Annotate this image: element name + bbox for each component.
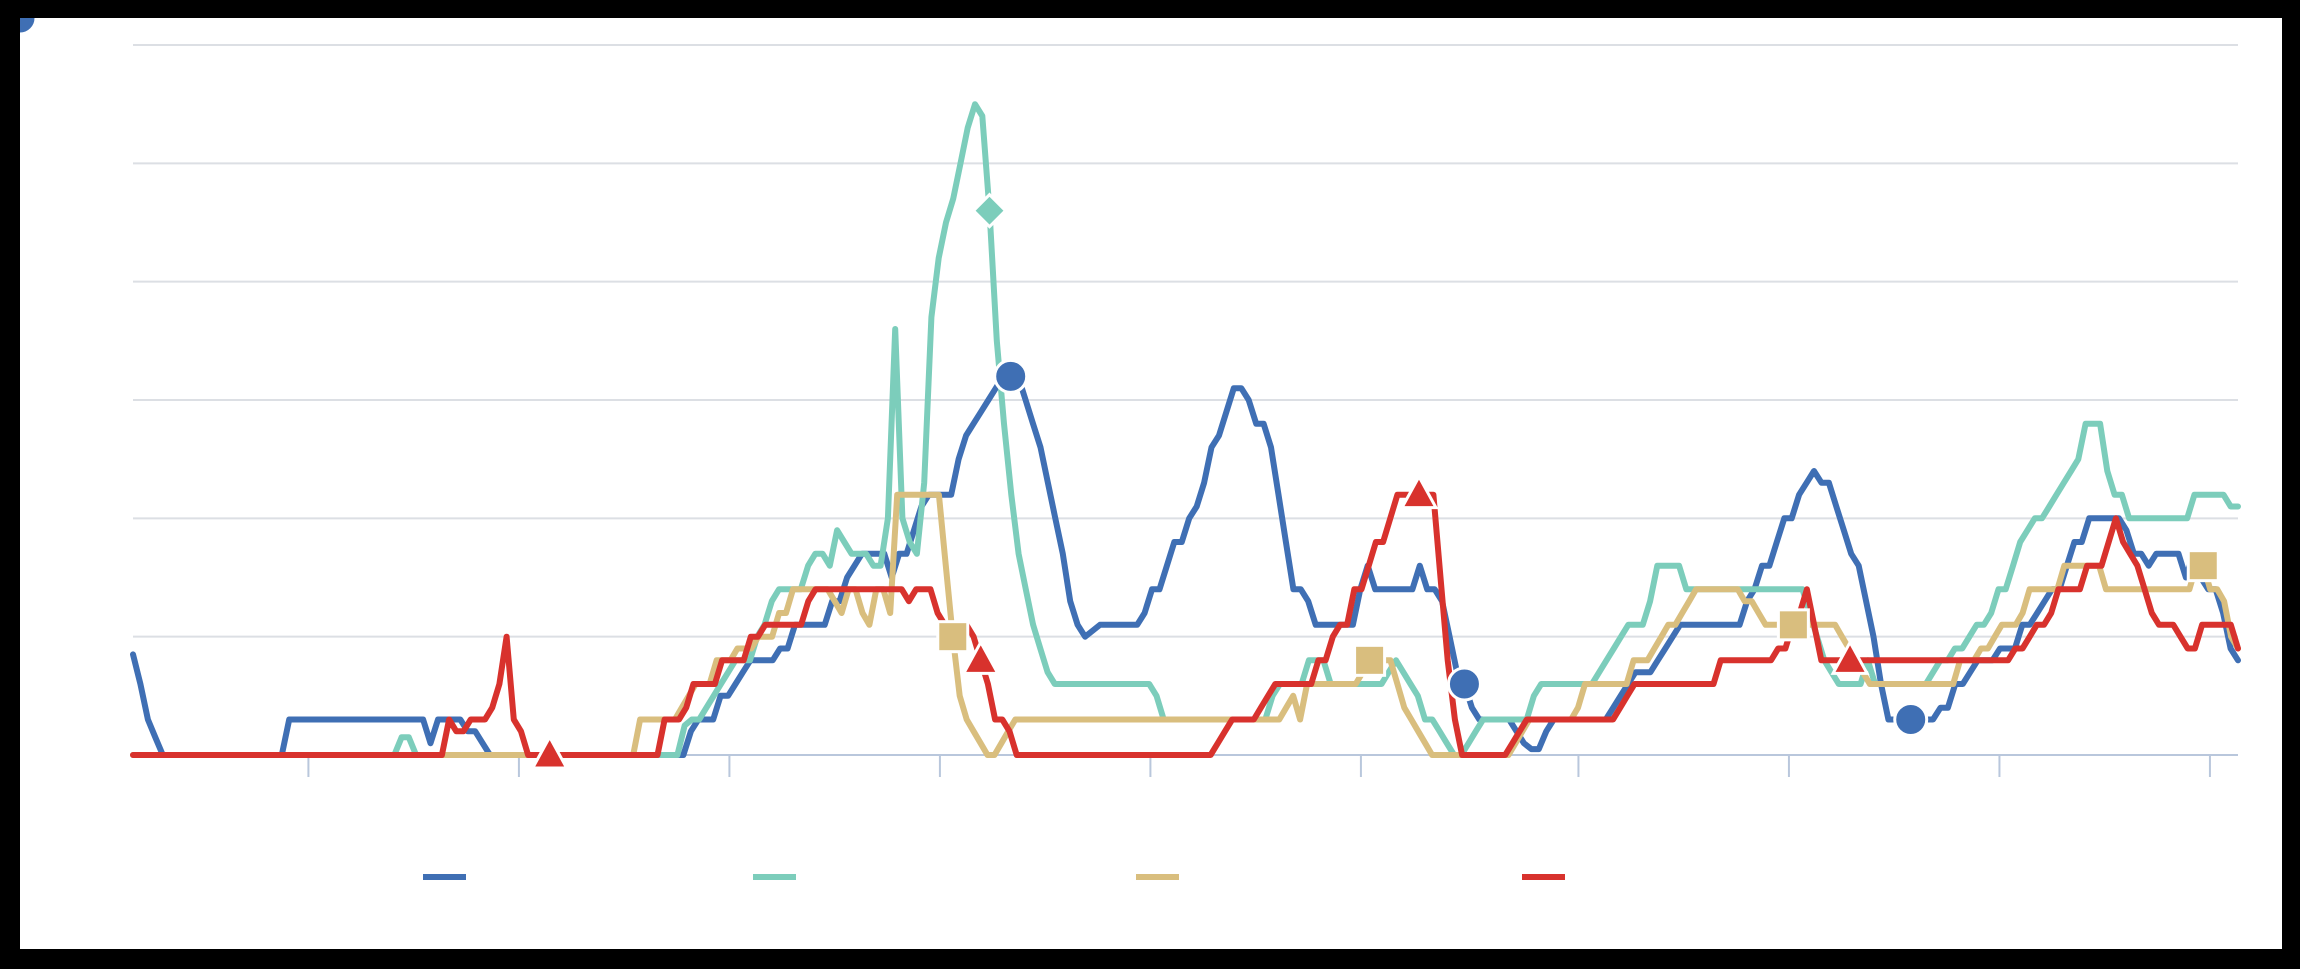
series-3-line (130, 491, 2241, 758)
series-2-marker-3 (2186, 549, 2220, 583)
series-0-line (130, 373, 2241, 758)
series-2-line (130, 491, 2241, 758)
chart-frame (20, 18, 2282, 949)
series-0-marker-3 (20, 18, 38, 36)
series-0-marker-2 (1893, 702, 1929, 737)
series-markers (20, 18, 2220, 770)
series-2-marker-1 (1353, 643, 1387, 677)
series-3-marker-2 (1399, 473, 1439, 510)
series-1-marker-0 (971, 192, 1008, 229)
series-lines (130, 101, 2241, 758)
gridlines (133, 44, 2238, 638)
series-3-marker-3 (1830, 639, 1870, 675)
series-2-marker-0 (936, 620, 970, 654)
line-chart (20, 18, 2241, 880)
series-0-marker-0 (993, 358, 1029, 394)
x-axis (133, 754, 2238, 777)
series-0-marker-1 (1446, 666, 1482, 702)
series-2-marker-2 (1776, 608, 1810, 642)
series-3-marker-1 (961, 639, 1001, 675)
series-3-marker-0 (530, 733, 570, 770)
